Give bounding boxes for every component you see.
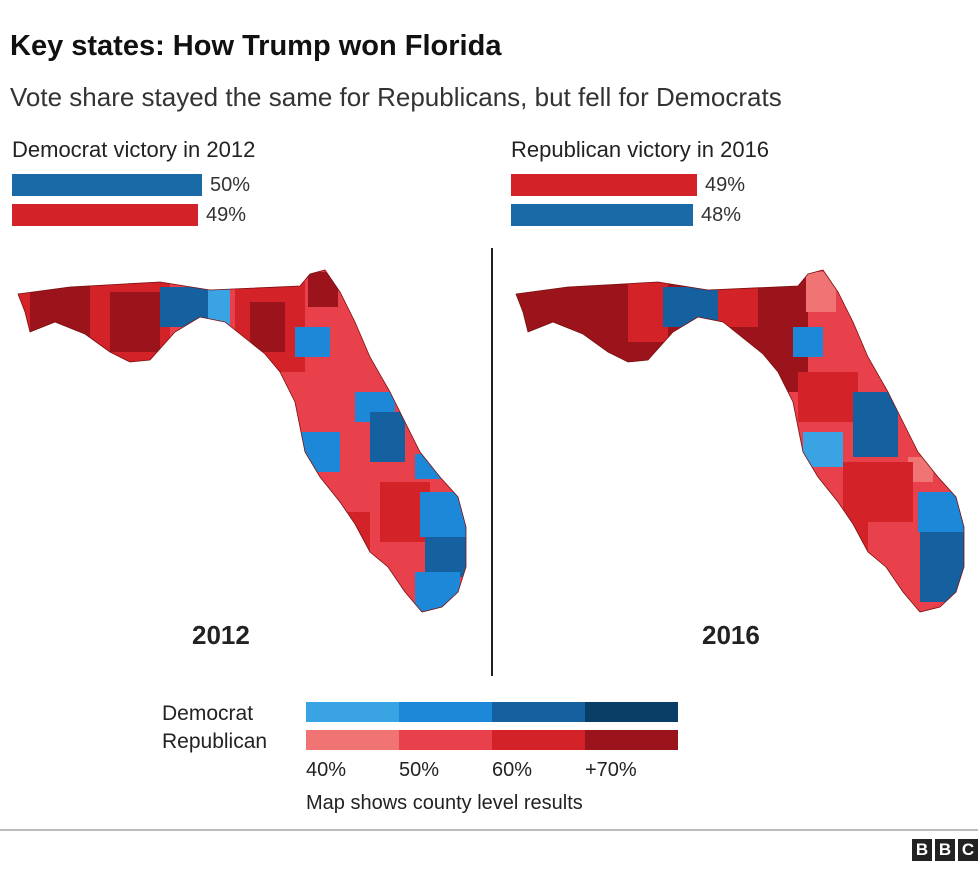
bbc-logo: B B C [909,839,978,861]
bar-2016-dem-label: 48% [701,203,742,226]
bar-2016-dem [511,204,693,226]
panel-divider [491,248,493,676]
panel-2016-heading: Republican victory in 2016 [511,137,770,162]
panel-2016-header: Republican victory in 2016 49% 48% [511,137,769,233]
legend-dem-swatch-60 [492,702,585,722]
bar-2016-rep [511,174,697,196]
legend-note: Map shows county level results [306,792,583,814]
bar-row-2012-rep: 49% [12,203,255,227]
bbc-logo-letter-1: B [912,839,932,861]
legend-dem-label: Democrat [162,702,254,725]
chart-subtitle: Vote share stayed the same for Republica… [10,82,782,112]
bar-2016-rep-label: 49% [705,173,746,196]
florida-counties-2012 [18,270,466,612]
bar-2012-dem [12,174,202,196]
legend-dem-scale [306,702,678,722]
florida-map-2016 [515,269,965,613]
legend-dem-swatch-70 [585,702,678,722]
footer-divider [0,829,978,831]
legend-dem-swatch-50 [399,702,492,722]
legend-tick-50: 50% [399,759,440,781]
bar-row-2016-dem: 48% [511,203,769,227]
chart-title: Key states: How Trump won Florida [10,30,502,62]
bar-row-2012-dem: 50% [12,173,255,197]
legend-tick-40: 40% [306,759,347,781]
florida-counties-2016 [516,270,964,612]
bar-2012-rep-label: 49% [206,203,247,226]
legend-rep-label: Republican [162,730,268,753]
year-label-2012: 2012 [192,620,250,650]
legend-rep-swatch-60 [492,730,585,750]
panel-2012-heading: Democrat victory in 2012 [12,137,256,162]
legend-tick-70: +70% [585,759,637,781]
bar-row-2016-rep: 49% [511,173,769,197]
legend-rep-swatch-50 [399,730,492,750]
year-label-2016: 2016 [702,620,760,650]
bar-2012-dem-label: 50% [210,173,251,196]
bbc-logo-letter-3: C [958,839,978,861]
legend-dem-swatch-40 [306,702,399,722]
bar-2012-rep [12,204,198,226]
legend-rep-swatch-70 [585,730,678,750]
legend-tick-60: 60% [492,759,533,781]
legend-rep-swatch-40 [306,730,399,750]
panel-2012-header: Democrat victory in 2012 50% 49% [12,137,255,233]
legend-rep-scale [306,730,678,750]
florida-map-2012 [17,269,467,613]
bbc-logo-letter-2: B [935,839,955,861]
